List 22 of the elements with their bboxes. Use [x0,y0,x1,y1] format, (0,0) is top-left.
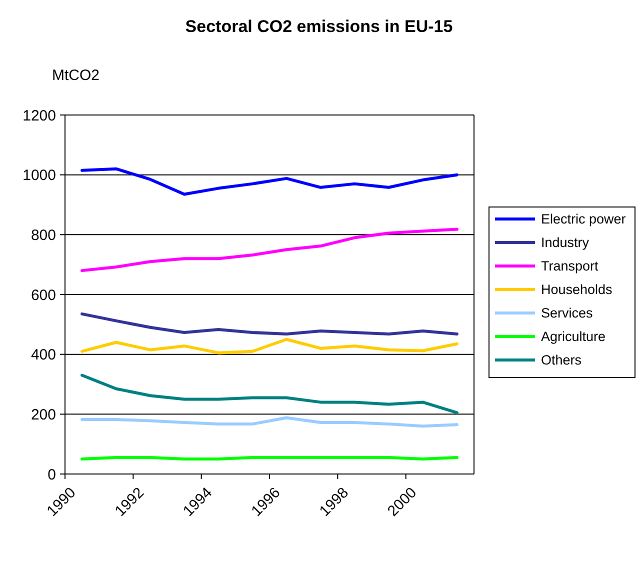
y-tick-label: 400 [30,346,56,364]
y-tick-label: 200 [30,406,56,424]
line-series [80,416,458,428]
legend-label: Agriculture [541,329,606,344]
line-series [80,167,458,196]
y-tick-label: 600 [30,286,56,304]
legend-label: Others [541,352,582,368]
y-tick-label: 1000 [22,167,56,184]
line-series [80,228,458,272]
legend-label: Transport [541,258,599,274]
line-series [80,312,458,336]
y-tick-label: 0 [48,466,56,484]
y-tick-label: 800 [30,226,56,244]
legend-label: Services [541,306,594,321]
y-axis-title: MtCO2 [52,67,100,84]
line-series [80,338,458,354]
chart-title: Sectoral CO2 emissions in EU-15 [185,17,453,36]
line-series [80,374,458,414]
legend-label: Industry [541,235,590,250]
y-tick-label: 1200 [22,107,56,124]
legend-label: Households [541,282,613,298]
legend-label: Electric power [541,212,626,227]
